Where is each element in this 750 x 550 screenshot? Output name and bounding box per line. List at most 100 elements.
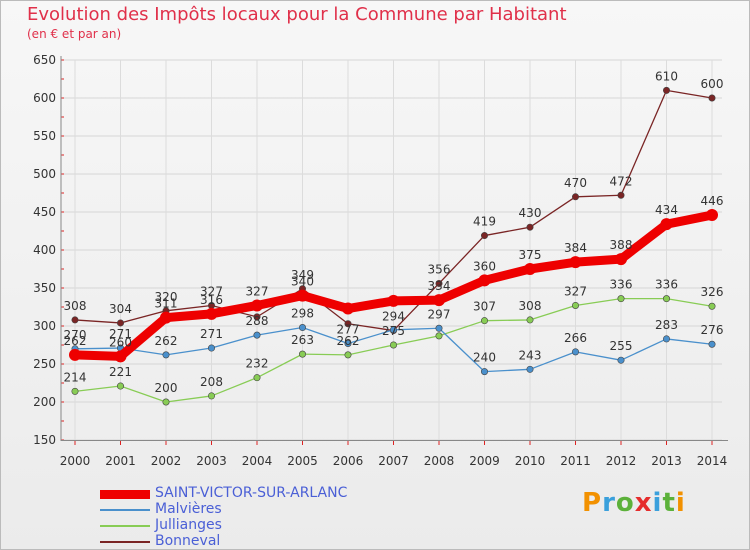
data-label: 320 xyxy=(155,290,178,304)
data-point xyxy=(162,351,170,359)
data-label: 243 xyxy=(519,348,542,362)
data-label: 214 xyxy=(64,370,87,384)
legend-swatch xyxy=(100,541,150,543)
data-label: 327 xyxy=(564,284,587,298)
legend-label: Bonneval xyxy=(155,533,221,549)
logo-letter: P xyxy=(582,488,603,518)
data-point xyxy=(571,348,579,356)
data-point xyxy=(208,344,216,352)
data-point xyxy=(71,316,79,324)
data-label: 327 xyxy=(246,284,269,298)
data-point xyxy=(160,311,172,324)
legend-swatch xyxy=(100,509,150,511)
logo-letter: i xyxy=(652,488,663,518)
data-label: 260 xyxy=(109,335,132,349)
x-tick-label: 2000 xyxy=(60,454,91,468)
data-label: 270 xyxy=(64,328,87,342)
data-label: 472 xyxy=(610,174,633,188)
data-label: 297 xyxy=(428,307,451,321)
data-point xyxy=(298,350,306,358)
data-point xyxy=(71,387,79,395)
data-label: 360 xyxy=(473,259,496,273)
data-point xyxy=(114,350,127,363)
legend-item: Malvières xyxy=(100,501,430,518)
data-label: 255 xyxy=(610,339,633,353)
data-point xyxy=(615,253,627,266)
data-label: 276 xyxy=(701,323,724,337)
x-tick-label: 2004 xyxy=(242,454,273,468)
data-label: 275 xyxy=(382,324,405,338)
data-label: 336 xyxy=(655,278,678,292)
data-label: 610 xyxy=(655,69,678,83)
legend: SAINT-VICTOR-SUR-ARLANC Malvières Julliang… xyxy=(100,485,430,550)
data-point xyxy=(253,313,261,321)
data-label: 446 xyxy=(701,194,724,208)
data-point xyxy=(708,94,716,102)
data-point xyxy=(387,294,400,307)
data-point xyxy=(478,274,491,287)
logo-letter: t xyxy=(662,488,676,518)
data-point xyxy=(208,392,216,400)
data-label: 434 xyxy=(655,203,678,217)
data-point xyxy=(435,279,443,287)
chart-title: Evolution des Impôts locaux pour la Comm… xyxy=(27,4,567,25)
data-point xyxy=(617,295,625,303)
legend-label: SAINT-VICTOR-SUR-ARLANC xyxy=(155,485,348,501)
legend-item: Jullianges xyxy=(100,517,430,534)
data-point xyxy=(117,382,125,390)
data-point xyxy=(253,331,261,339)
y-tick-label: 250 xyxy=(33,357,56,371)
data-point xyxy=(480,368,488,376)
logo-letter: i xyxy=(675,488,686,518)
data-point xyxy=(344,320,352,328)
data-label: 308 xyxy=(519,299,542,313)
x-tick-label: 2013 xyxy=(651,454,682,468)
data-label: 271 xyxy=(109,327,132,341)
data-point xyxy=(571,301,579,309)
x-tick-label: 2012 xyxy=(606,454,637,468)
data-label: 308 xyxy=(64,299,87,313)
y-tick-label: 400 xyxy=(33,243,56,257)
data-point xyxy=(480,232,488,240)
data-point xyxy=(617,356,625,364)
x-tick-label: 2003 xyxy=(196,454,227,468)
y-tick-label: 500 xyxy=(33,167,56,181)
data-label: 200 xyxy=(155,381,178,395)
data-point xyxy=(524,263,536,275)
legend-swatch xyxy=(100,489,150,499)
x-tick-label: 2011 xyxy=(560,454,591,468)
data-label: 316 xyxy=(200,293,223,307)
data-label: 271 xyxy=(200,327,223,341)
data-point xyxy=(389,341,397,349)
chart-subtitle: (en € et par an) xyxy=(27,27,122,41)
data-label: 221 xyxy=(109,365,132,379)
y-tick-label: 350 xyxy=(33,281,56,295)
data-label: 600 xyxy=(701,77,724,91)
data-point xyxy=(660,218,673,231)
data-label: 349 xyxy=(291,268,314,282)
data-label: 356 xyxy=(428,262,451,276)
data-point xyxy=(526,223,534,231)
data-label: 277 xyxy=(337,322,360,336)
x-tick-label: 2008 xyxy=(424,454,455,468)
data-point xyxy=(342,302,354,315)
data-point xyxy=(205,307,218,320)
x-tick-label: 2001 xyxy=(105,454,136,468)
data-point xyxy=(706,209,718,222)
x-tick-label: 2005 xyxy=(287,454,318,468)
data-label: 208 xyxy=(200,375,223,389)
data-label: 262 xyxy=(337,334,360,348)
x-tick-label: 2006 xyxy=(333,454,364,468)
data-point xyxy=(526,365,534,373)
x-tick-label: 2002 xyxy=(151,454,182,468)
y-tick-label: 550 xyxy=(33,129,56,143)
data-label: 307 xyxy=(473,300,496,314)
data-label: 266 xyxy=(564,331,587,345)
data-point xyxy=(435,324,443,332)
x-tick-label: 2014 xyxy=(697,454,728,468)
data-label: 263 xyxy=(291,333,314,347)
y-tick-label: 200 xyxy=(33,395,56,409)
logo-letter: x xyxy=(634,488,653,518)
y-tick-label: 450 xyxy=(33,205,56,219)
